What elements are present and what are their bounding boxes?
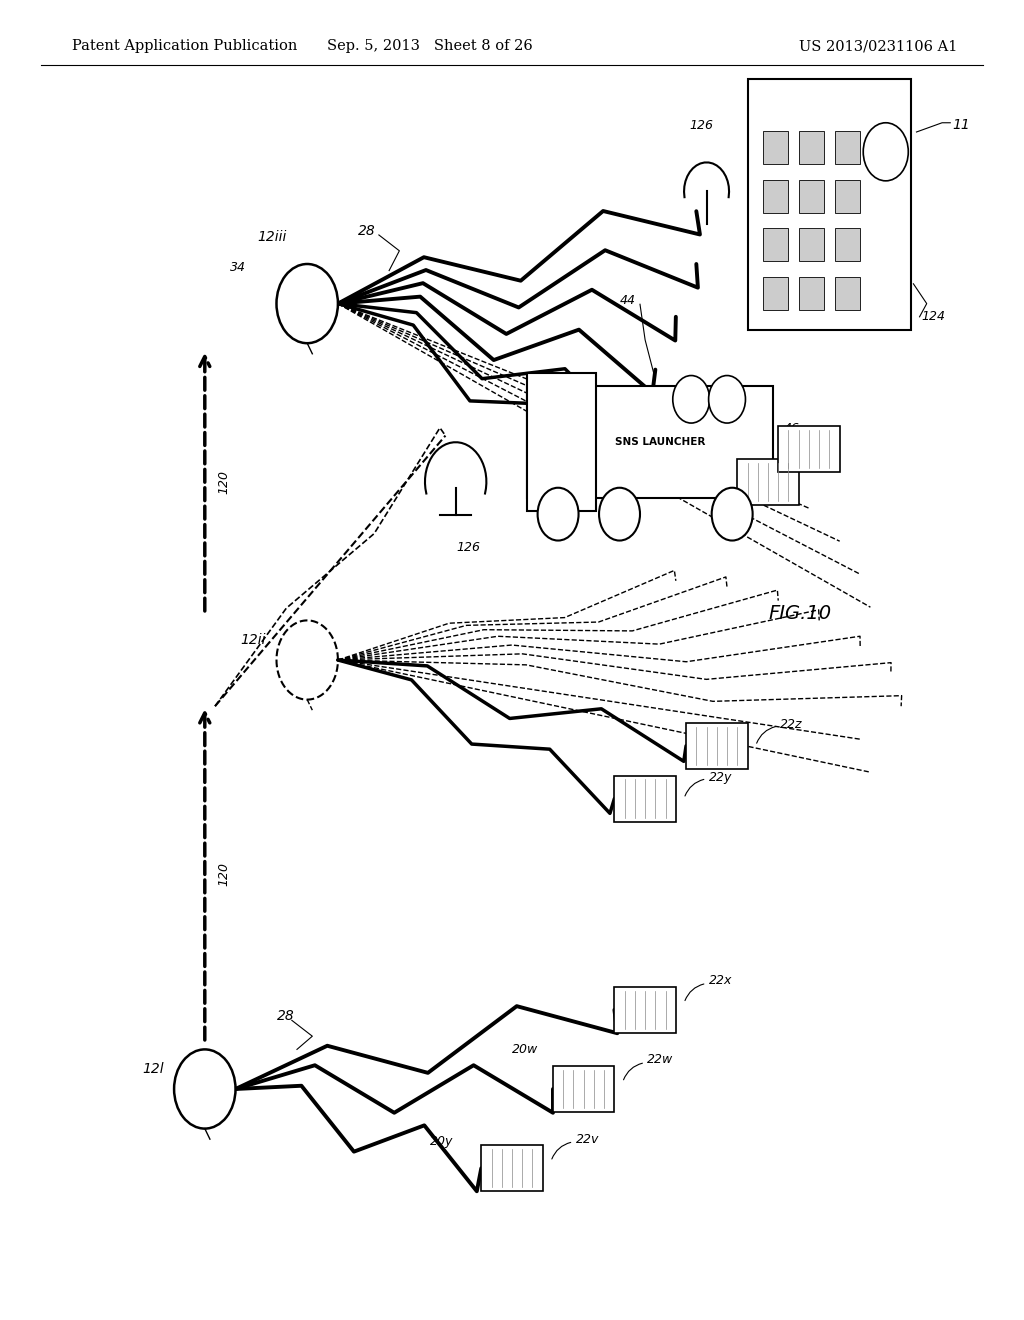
Text: 124: 124	[922, 310, 945, 323]
Bar	[763, 277, 788, 310]
Text: 22v: 22v	[575, 1133, 599, 1146]
Bar	[763, 228, 788, 261]
Text: SNS LAUNCHER: SNS LAUNCHER	[615, 437, 706, 447]
Bar	[799, 131, 824, 164]
Text: 120: 120	[217, 862, 230, 887]
Bar	[737, 458, 799, 504]
Bar	[553, 1067, 614, 1111]
Bar	[799, 180, 824, 213]
Bar	[614, 987, 676, 1032]
Circle shape	[599, 488, 640, 541]
Text: 22y: 22y	[709, 771, 732, 784]
Circle shape	[863, 123, 908, 181]
Circle shape	[712, 488, 753, 541]
Text: 120: 120	[217, 470, 230, 494]
Bar	[799, 228, 824, 261]
Bar	[527, 372, 596, 511]
Bar	[763, 131, 788, 164]
Circle shape	[673, 375, 710, 422]
Circle shape	[276, 264, 338, 343]
Text: 22x: 22x	[709, 974, 732, 987]
Text: 28: 28	[276, 1010, 294, 1023]
Bar	[748, 79, 911, 330]
Text: 46: 46	[783, 422, 800, 436]
Text: FIG.10: FIG.10	[768, 605, 831, 623]
Bar	[763, 180, 788, 213]
Text: 20y: 20y	[430, 1135, 454, 1148]
Text: 126: 126	[456, 541, 480, 554]
Text: Patent Application Publication: Patent Application Publication	[72, 40, 297, 53]
Text: Sep. 5, 2013   Sheet 8 of 26: Sep. 5, 2013 Sheet 8 of 26	[328, 40, 532, 53]
Text: 126: 126	[689, 119, 714, 132]
Bar	[835, 131, 860, 164]
Text: 22w: 22w	[647, 1053, 674, 1067]
Bar	[527, 385, 773, 498]
Bar	[799, 277, 824, 310]
Text: 12ii: 12ii	[241, 634, 266, 647]
Text: 28: 28	[358, 224, 376, 238]
Text: 12l: 12l	[142, 1063, 164, 1076]
Text: 11: 11	[952, 119, 970, 132]
Text: 44: 44	[620, 294, 636, 306]
Text: US 2013/0231106 A1: US 2013/0231106 A1	[799, 40, 957, 53]
Circle shape	[538, 488, 579, 541]
Text: 12iii: 12iii	[257, 230, 287, 244]
Bar	[481, 1144, 543, 1191]
Text: 34: 34	[230, 261, 247, 273]
Bar	[778, 425, 840, 471]
Text: 20w: 20w	[512, 1043, 539, 1056]
Bar	[835, 180, 860, 213]
Bar	[686, 722, 748, 768]
Text: 22z: 22z	[780, 718, 803, 731]
Circle shape	[174, 1049, 236, 1129]
Bar	[614, 776, 676, 821]
Circle shape	[709, 375, 745, 422]
Bar	[835, 277, 860, 310]
Bar	[835, 228, 860, 261]
